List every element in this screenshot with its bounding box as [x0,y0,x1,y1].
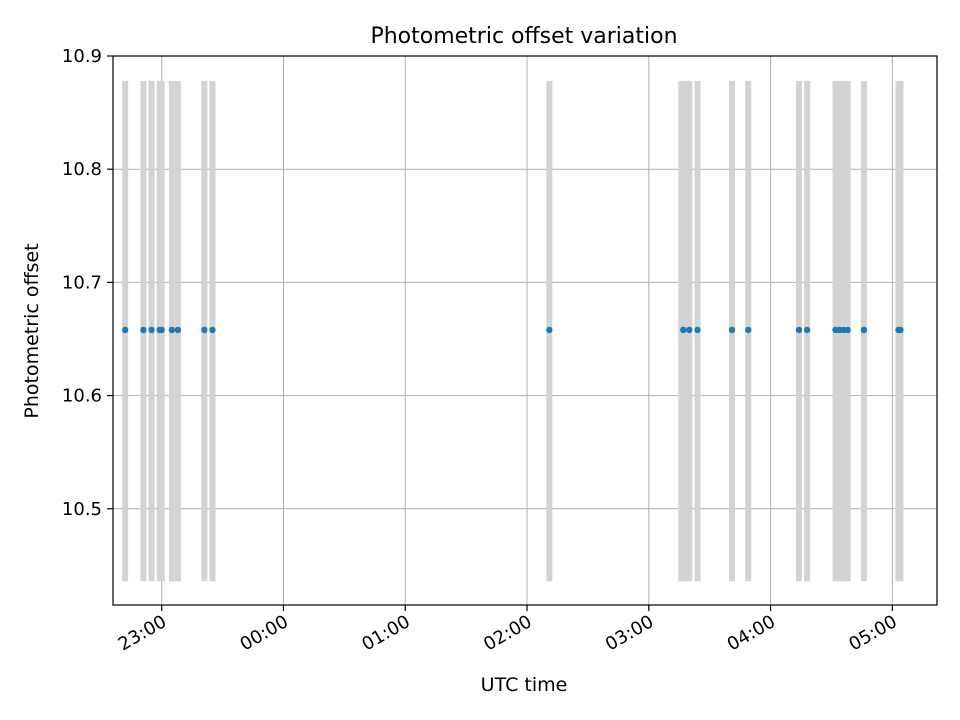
y-tick-label: 10.7 [62,272,102,293]
x-tick-label: 00:00 [237,611,292,655]
x-tick-label: 04:00 [724,611,779,655]
y-tick-label: 10.9 [62,46,102,67]
chart-title: Photometric offset variation [370,24,677,49]
data-point [795,326,803,334]
data-points [121,326,904,334]
data-point [201,326,208,334]
data-point [209,326,216,334]
y-tick-label: 10.5 [62,499,102,520]
data-point [728,326,736,334]
data-point [680,326,687,334]
x-tick-label: 05:00 [845,611,900,655]
data-point [897,326,904,334]
data-point [860,326,868,334]
x-axis-label: UTC time [481,674,568,696]
data-point [686,326,693,334]
data-point [148,326,155,334]
data-point [745,326,752,334]
y-tick-label: 10.8 [62,159,102,180]
x-tick-label: 23:00 [115,611,170,655]
data-point [168,326,176,334]
data-point [546,326,553,334]
y-axis-ticks: 10.5 10.6 10.7 10.8 10.9 [62,46,113,520]
data-point [844,326,851,334]
x-tick-label: 02:00 [480,611,535,655]
data-point [158,326,165,334]
x-tick-label: 03:00 [602,611,657,655]
error-bars [122,80,904,582]
y-tick-label: 10.6 [62,386,102,407]
data-point [174,326,182,334]
data-point [121,326,129,334]
x-axis-ticks: 23:00 00:00 01:00 02:00 03:00 04:00 05:00 [115,605,901,655]
data-point [694,326,701,334]
grid [113,55,937,605]
plot-area [112,55,938,606]
data-point [140,326,147,334]
data-point [803,326,811,334]
x-tick-label: 01:00 [358,611,413,655]
y-axis-label: Photometric offset [21,243,43,418]
